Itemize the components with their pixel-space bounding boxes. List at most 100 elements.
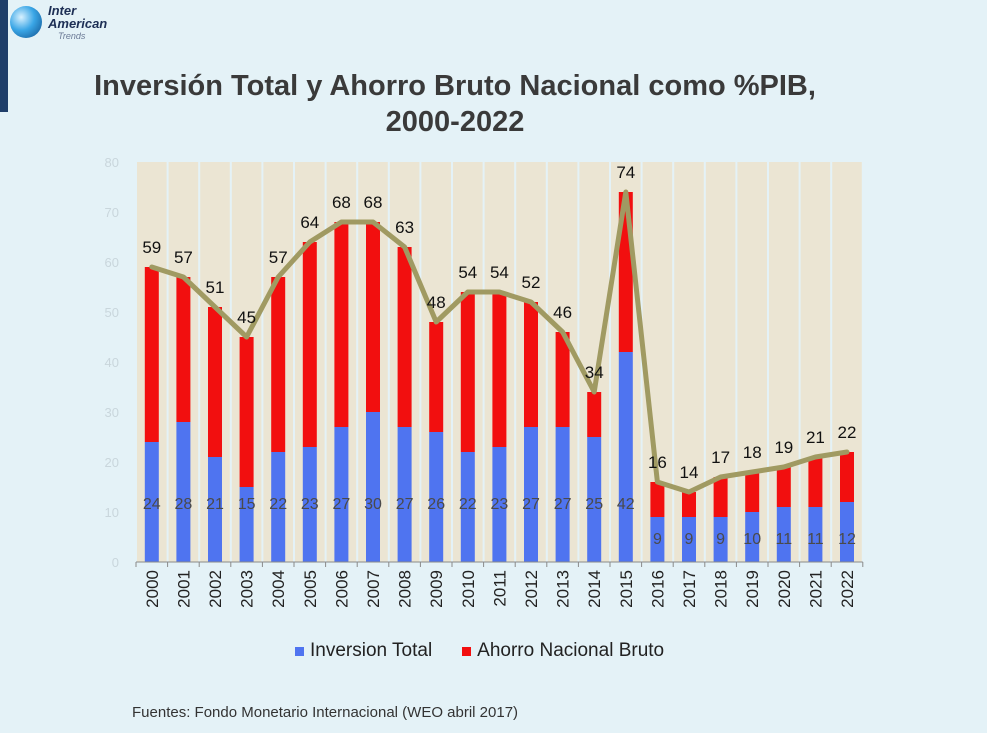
bar-ahorro: [397, 247, 412, 427]
total-label: 68: [364, 193, 383, 212]
x-category-label: 2007: [364, 570, 383, 608]
x-category-label: 2001: [174, 570, 193, 608]
total-label: 63: [395, 218, 414, 237]
bar-ahorro: [587, 392, 602, 437]
legend-swatch-ahorro: [462, 646, 472, 656]
x-category-label: 2019: [743, 570, 762, 608]
bar-inversion: [713, 517, 728, 562]
total-label: 21: [806, 428, 825, 447]
x-category-label: 2010: [459, 570, 478, 608]
bar-ahorro: [776, 467, 791, 507]
y-tick-label: 50: [105, 305, 119, 320]
logo-text-inter: Inter: [48, 3, 77, 18]
total-label: 64: [300, 213, 319, 232]
total-label: 59: [142, 238, 161, 257]
x-category-label: 2006: [332, 570, 351, 608]
bar-ahorro: [334, 222, 349, 427]
bar-inversion: [208, 457, 222, 562]
legend: Inversion Total Ahorro Nacional Bruto: [295, 640, 664, 662]
x-category-label: 2012: [522, 570, 541, 608]
total-label: 51: [206, 278, 225, 297]
inversion-label: 27: [396, 496, 414, 513]
source-note: Fuentes: Fondo Monetario Internacional (…: [132, 704, 519, 721]
bar-ahorro: [524, 302, 538, 427]
bar-inversion: [555, 427, 570, 562]
bar-ahorro: [366, 222, 380, 412]
inversion-label: 26: [427, 496, 445, 513]
inversion-label: 28: [175, 496, 193, 513]
legend-item-ahorro: Ahorro Nacional Bruto: [462, 640, 664, 662]
bar-inversion: [460, 452, 475, 562]
y-tick-label: 70: [105, 205, 119, 220]
y-tick-label: 20: [105, 455, 119, 470]
x-category-label: 2013: [554, 570, 573, 608]
inversion-label: 27: [333, 496, 351, 513]
inversion-label: 23: [301, 496, 319, 513]
y-tick-label: 30: [105, 405, 119, 420]
y-tick-label: 0: [112, 555, 119, 570]
bar-ahorro: [429, 322, 444, 432]
bar-ahorro: [650, 482, 665, 517]
chart-title: Inversión Total y Ahorro Bruto Nacional …: [40, 68, 870, 140]
bar-inversion: [745, 512, 760, 562]
bar-inversion: [776, 507, 791, 562]
x-category-label: 2009: [427, 570, 446, 608]
inversion-label: 24: [143, 496, 161, 513]
bar-inversion: [682, 517, 696, 562]
bar-ahorro: [144, 267, 159, 442]
legend-item-inversion: Inversion Total: [295, 640, 432, 662]
bar-ahorro: [745, 472, 760, 512]
inversion-label: 22: [269, 496, 287, 513]
total-label: 48: [427, 293, 446, 312]
logo-bar: [0, 0, 8, 112]
inversion-label: 11: [807, 531, 824, 548]
bar-inversion: [334, 427, 349, 562]
bar-inversion: [650, 517, 665, 562]
inversion-label: 42: [617, 496, 635, 513]
bar-ahorro: [840, 452, 854, 502]
total-line: [149, 189, 850, 495]
globe-icon: [10, 6, 42, 38]
total-label: 46: [553, 303, 572, 322]
total-label: 57: [269, 248, 288, 267]
bar-inversion: [429, 432, 444, 562]
bar-ahorro: [808, 457, 823, 507]
x-category-label: 2004: [269, 570, 288, 608]
x-category-label: 2021: [806, 570, 825, 608]
inversion-label: 9: [716, 531, 725, 548]
x-category-label: 2022: [838, 570, 857, 608]
chart-title-line-2: 2000-2022: [385, 106, 525, 138]
logo-text-trends: Trends: [58, 31, 86, 41]
chart-title-line-1: Inversión Total y Ahorro Bruto Nacional …: [94, 70, 816, 102]
bar-inversion: [587, 437, 602, 562]
x-category-label: 2003: [238, 570, 257, 608]
total-label: 34: [585, 363, 604, 382]
x-category-label: 2002: [206, 570, 225, 608]
inversion-label: 30: [364, 496, 382, 513]
legend-label-ahorro: Ahorro Nacional Bruto: [477, 640, 665, 661]
logo-text-american: American: [48, 16, 108, 31]
y-tick-label: 10: [105, 505, 119, 520]
bar-inversion: [840, 502, 854, 562]
x-category-label: 2008: [396, 570, 415, 608]
bar-inversion: [397, 427, 412, 562]
bar-ahorro: [271, 277, 286, 452]
inversion-label: 9: [653, 531, 662, 548]
logo: Inter American Trends: [0, 0, 120, 112]
x-category-label: 2014: [585, 570, 604, 608]
inversion-label: 23: [491, 496, 509, 513]
total-label: 18: [743, 443, 762, 462]
bar-ahorro: [555, 332, 570, 427]
total-label: 52: [522, 273, 541, 292]
total-label: 14: [680, 463, 699, 482]
total-label: 74: [616, 163, 635, 182]
bar-inversion: [144, 442, 159, 562]
total-label: 68: [332, 193, 351, 212]
x-category-label: 2016: [648, 570, 667, 608]
inversion-label: 9: [685, 531, 694, 548]
inversion-label: 12: [838, 531, 856, 548]
legend-swatch-inversion: [295, 646, 304, 656]
bar-ahorro: [492, 292, 507, 447]
bar-ahorro: [239, 337, 254, 487]
